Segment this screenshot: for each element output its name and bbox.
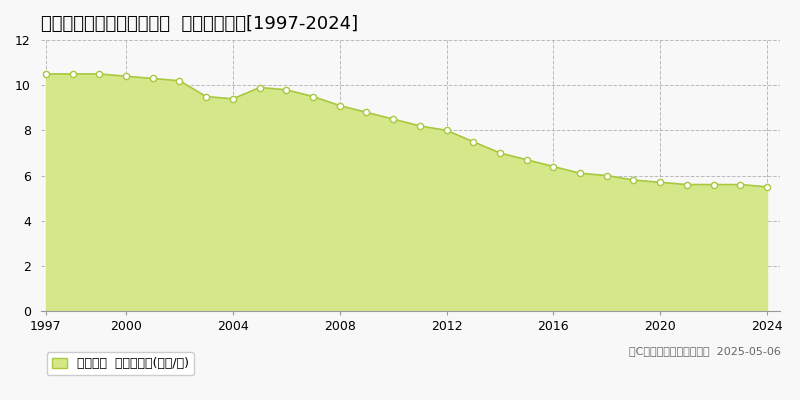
- Point: [200, 93, 213, 100]
- Point: [547, 163, 560, 170]
- Point: [761, 184, 774, 190]
- Point: [627, 177, 640, 183]
- Point: [93, 71, 106, 77]
- Point: [146, 75, 159, 82]
- Point: [39, 71, 52, 77]
- Legend: 基準地価  平均坪単価(万円/坪): 基準地価 平均坪単価(万円/坪): [47, 352, 194, 376]
- Point: [253, 84, 266, 91]
- Point: [280, 86, 293, 93]
- Text: 東彼杜郡東彼杜町彼杜宿郷  基準地価推移[1997-2024]: 東彼杜郡東彼杜町彼杜宿郷 基準地価推移[1997-2024]: [41, 15, 358, 33]
- Point: [414, 123, 426, 129]
- Point: [226, 96, 239, 102]
- Point: [520, 156, 533, 163]
- Point: [360, 109, 373, 116]
- Point: [707, 181, 720, 188]
- Point: [66, 71, 79, 77]
- Text: （C）土地価格ドットコム  2025-05-06: （C）土地価格ドットコム 2025-05-06: [629, 346, 780, 356]
- Point: [334, 102, 346, 109]
- Point: [734, 181, 746, 188]
- Point: [574, 170, 586, 176]
- Point: [386, 116, 399, 122]
- Point: [120, 73, 133, 80]
- Point: [467, 138, 480, 145]
- Point: [306, 93, 319, 100]
- Point: [173, 78, 186, 84]
- Point: [681, 181, 694, 188]
- Point: [440, 127, 453, 134]
- Point: [600, 172, 613, 179]
- Point: [494, 150, 506, 156]
- Point: [654, 179, 666, 186]
